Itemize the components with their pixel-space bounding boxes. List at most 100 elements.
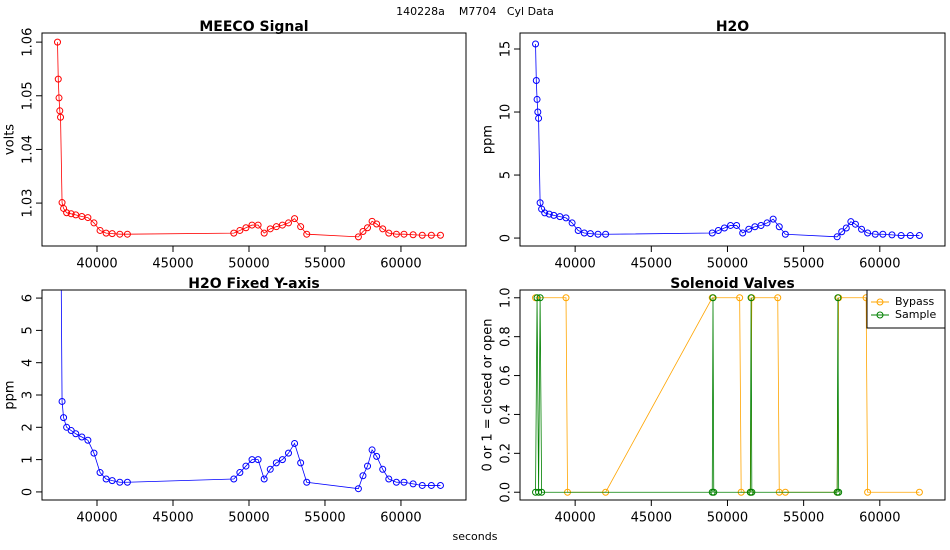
point <box>568 219 576 227</box>
point <box>385 229 393 237</box>
point <box>714 226 722 234</box>
x-tick-label: 40000 <box>76 257 117 272</box>
point <box>775 223 783 231</box>
x-tick-label: 45000 <box>631 511 672 526</box>
point <box>400 230 408 238</box>
panel-title: H2O <box>716 19 749 35</box>
point <box>392 230 400 238</box>
point <box>409 480 417 488</box>
point <box>906 232 914 240</box>
point <box>116 478 124 486</box>
legend-box <box>866 289 946 329</box>
point <box>108 230 116 238</box>
plot-box <box>519 32 946 247</box>
y-axis-label: 0 or 1 = closed or open <box>481 318 496 471</box>
plot-area <box>58 290 444 493</box>
point <box>96 469 104 477</box>
point <box>833 233 841 241</box>
x-tick-label: 60000 <box>380 511 421 526</box>
point <box>297 459 305 467</box>
point <box>78 433 86 441</box>
point <box>586 230 594 238</box>
point <box>769 215 777 223</box>
point <box>533 294 541 302</box>
point <box>385 475 393 483</box>
point <box>915 232 923 240</box>
point <box>710 488 718 496</box>
point <box>736 294 744 302</box>
point <box>757 221 765 229</box>
point <box>708 229 716 237</box>
x-tick-label: 55000 <box>304 511 345 526</box>
point <box>594 230 602 238</box>
point <box>303 478 311 486</box>
point <box>733 221 741 229</box>
x-tick-label: 50000 <box>707 511 748 526</box>
point <box>230 229 238 237</box>
point <box>278 221 286 229</box>
point <box>835 488 843 496</box>
point <box>418 481 426 489</box>
x-tick-label: 40000 <box>554 257 595 272</box>
point <box>266 225 274 233</box>
point <box>90 449 98 457</box>
point <box>747 294 755 302</box>
point <box>242 224 250 232</box>
x-tick-label: 40000 <box>76 511 117 526</box>
point <box>602 230 610 238</box>
point <box>562 214 570 222</box>
point <box>123 230 131 238</box>
point <box>67 210 75 218</box>
y-axis-label: ppm <box>481 125 496 154</box>
point <box>55 94 63 102</box>
y-tick-label: 5 <box>499 171 514 179</box>
x-tick-label: 45000 <box>152 257 193 272</box>
point <box>864 488 872 496</box>
point <box>379 465 387 473</box>
point <box>536 294 544 302</box>
legend-label: Bypass <box>895 295 935 308</box>
legend-label: Sample <box>895 308 936 321</box>
point <box>392 478 400 486</box>
point <box>373 452 381 460</box>
x-tick-label: 60000 <box>380 257 421 272</box>
point <box>858 225 866 233</box>
x-tick-label: 50000 <box>228 257 269 272</box>
legend-marker <box>876 311 884 319</box>
point <box>745 225 753 233</box>
point <box>96 226 104 234</box>
point <box>427 231 435 239</box>
point <box>373 220 381 228</box>
point <box>56 107 64 115</box>
panel: H2O Fixed Y-axis ppm 40000 45000 50000 55000 6… <box>3 276 467 526</box>
point <box>541 209 549 217</box>
point <box>781 230 789 238</box>
point <box>842 224 850 232</box>
point <box>364 462 372 470</box>
point <box>427 481 435 489</box>
point <box>532 77 540 85</box>
x-tick-label: 55000 <box>783 511 824 526</box>
y-tick-label: 1.06 <box>21 28 36 57</box>
point <box>368 446 376 454</box>
y-tick-label: 0.0 <box>499 482 514 503</box>
x-tick-label: 50000 <box>228 511 269 526</box>
point <box>834 294 842 302</box>
y-tick-label: 1.04 <box>21 135 36 164</box>
panel-title: MEECO Signal <box>199 19 308 35</box>
x-tick-label: 50000 <box>707 257 748 272</box>
plot-area <box>532 294 923 496</box>
point <box>230 475 238 483</box>
y-tick-label: 0.4 <box>499 404 514 425</box>
x-tick-label: 55000 <box>783 257 824 272</box>
x-tick-label: 60000 <box>859 257 900 272</box>
point <box>359 472 367 480</box>
point <box>536 199 544 207</box>
y-tick-label: 4 <box>21 359 36 367</box>
point <box>291 439 299 447</box>
point <box>709 294 717 302</box>
point <box>260 229 268 237</box>
point <box>915 488 923 496</box>
plot-box <box>41 32 467 247</box>
